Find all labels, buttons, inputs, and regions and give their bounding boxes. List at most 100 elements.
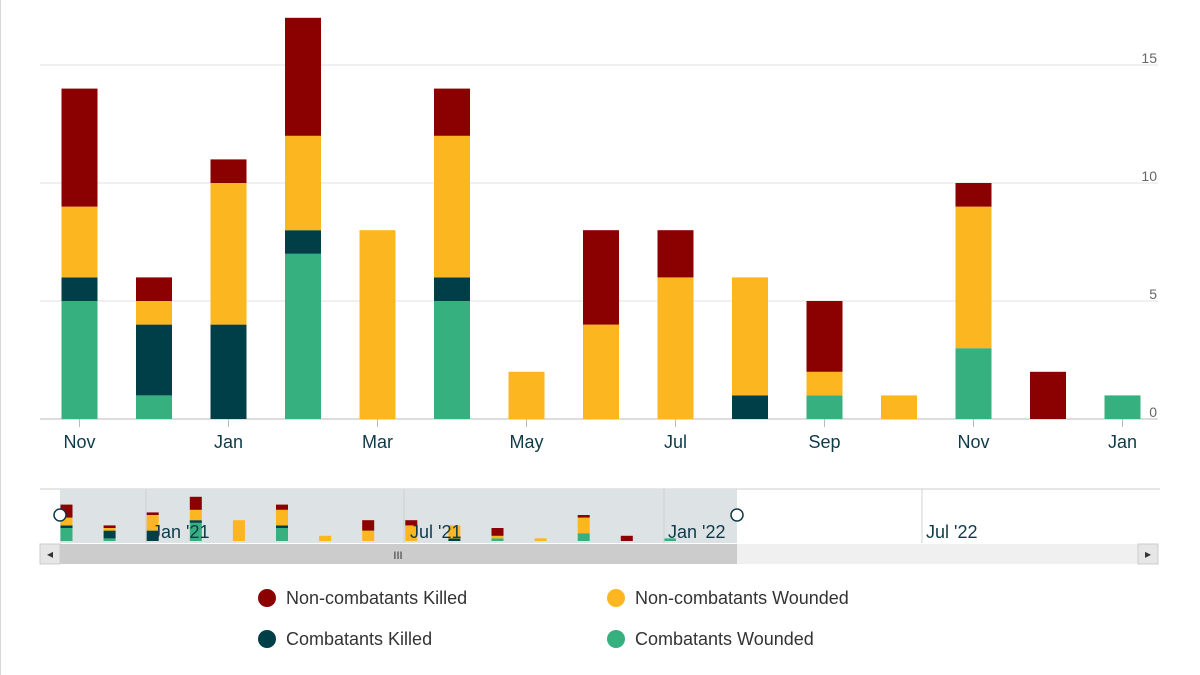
bar-segment[interactable] <box>285 17 321 136</box>
navigator-left-handle[interactable] <box>53 508 67 522</box>
bar-segment[interactable] <box>583 324 619 419</box>
bar-segment[interactable] <box>136 301 172 325</box>
navigator-bar-segment <box>103 530 116 539</box>
navigator-bar-segment <box>319 535 332 541</box>
navigator-bar-segment <box>189 509 202 521</box>
navigator-bar-segment <box>276 525 288 528</box>
bar-segment[interactable] <box>61 206 98 278</box>
bar-segment[interactable] <box>285 253 321 419</box>
bar-segment[interactable] <box>434 135 470 278</box>
navigator-bar-segment <box>620 535 633 541</box>
bar-segment[interactable] <box>210 183 247 325</box>
legend-label: Non-combatants Killed <box>286 587 468 608</box>
bar-segment[interactable] <box>955 183 992 207</box>
main-chart: 0 5 10 15 Nov Jan Mar May Jul Sep Nov Jan <box>40 17 1158 452</box>
bar-segment[interactable] <box>508 371 545 419</box>
scrollbar-grip: III <box>393 550 402 562</box>
bar-segment[interactable] <box>61 277 98 301</box>
legend-item-noncombatants-wounded[interactable]: Non-combatants Wounded <box>607 586 849 610</box>
legend-label: Combatants Killed <box>286 628 433 649</box>
bar-segment[interactable] <box>210 324 247 419</box>
bar-segment[interactable] <box>955 206 992 349</box>
chevron-left-icon: ◂ <box>47 547 53 561</box>
x-tick-label-nov: Nov <box>957 432 989 452</box>
bar-segment[interactable] <box>806 395 843 419</box>
bar-segment[interactable] <box>881 395 917 419</box>
navigator-bar-segment <box>276 528 288 541</box>
legend-item-noncombatants-killed[interactable]: Non-combatants Killed <box>258 586 467 610</box>
bar-segment[interactable] <box>1030 371 1066 419</box>
bar-segment[interactable] <box>434 277 470 301</box>
navigator-gridlines <box>145 489 923 543</box>
chart-frame-border <box>0 0 1 675</box>
navigator[interactable]: Jan '21 Jul '21 Jan '22 Jul '22 III ◂ ▸ <box>0 482 1200 572</box>
bar-segment[interactable] <box>61 88 98 207</box>
x-tick-label-nov: Nov <box>63 432 95 452</box>
navigator-bar-segment <box>146 530 159 541</box>
navigator-bar-segment <box>491 538 504 541</box>
x-tick-label-jan: Jan <box>214 432 243 452</box>
navigator-bars <box>60 496 676 541</box>
bar-segment[interactable] <box>136 277 172 301</box>
scroll-left-button[interactable] <box>39 543 61 565</box>
navigator-bar-segment <box>103 525 116 528</box>
y-tick-label-10: 10 <box>1141 168 1157 184</box>
y-tick-label-15: 15 <box>1141 50 1157 66</box>
legend-label: Combatants Wounded <box>635 628 814 649</box>
bar-segment[interactable] <box>806 301 843 372</box>
navigator-bar-segment <box>276 504 288 510</box>
chevron-right-icon: ▸ <box>1145 547 1151 561</box>
navigator-bar-segment <box>534 538 547 541</box>
scrollbar-thumb[interactable] <box>60 544 737 564</box>
navigator-bar-segment <box>189 522 202 541</box>
legend-item-combatants-killed[interactable]: Combatants Killed <box>258 627 432 651</box>
bar-segment[interactable] <box>359 230 396 419</box>
navigator-bar-segment <box>405 520 418 526</box>
legend: Non-combatants Killed Non-combatants Wou… <box>258 586 958 666</box>
bar-segment[interactable] <box>657 230 694 278</box>
navigator-selected-range[interactable] <box>60 489 737 543</box>
navigator-bar-segment <box>577 517 590 534</box>
y-axis-ticks: 0 5 10 15 <box>1141 50 1157 420</box>
navigator-bar-segment <box>146 512 159 515</box>
bar-segment[interactable] <box>136 395 172 419</box>
bar-segment[interactable] <box>955 348 992 419</box>
navigator-right-handle[interactable] <box>730 508 744 522</box>
navigator-bar-segment <box>448 525 461 539</box>
bar-segment[interactable] <box>732 395 768 419</box>
scroll-right-button[interactable] <box>1137 543 1159 565</box>
navigator-bar-segment <box>577 515 590 518</box>
navigator-bar-segment <box>491 535 504 539</box>
navigator-bar-segment <box>103 528 116 531</box>
bar-segment[interactable] <box>210 159 247 183</box>
bar-segment[interactable] <box>434 88 470 136</box>
bar-segment[interactable] <box>1104 395 1141 419</box>
bar-segment[interactable] <box>434 301 470 419</box>
legend-item-combatants-wounded[interactable]: Combatants Wounded <box>607 627 814 651</box>
bar-segment[interactable] <box>806 371 843 396</box>
navigator-bar-segment <box>189 496 202 510</box>
legend-dot-icon <box>258 630 276 648</box>
bar-segment[interactable] <box>136 324 172 396</box>
bar-segment[interactable] <box>285 230 321 254</box>
bar-segment[interactable] <box>732 277 768 396</box>
navigator-bar-segment <box>276 509 288 526</box>
x-tick-label-jan: Jan <box>1108 432 1137 452</box>
bar-segment[interactable] <box>61 301 98 419</box>
navigator-label-jan-21: Jan '21 <box>152 522 209 542</box>
bar-segment[interactable] <box>583 230 619 325</box>
x-tick-label-mar: Mar <box>362 432 393 452</box>
bar-segment[interactable] <box>657 277 694 419</box>
navigator-label-jul-21: Jul '21 <box>410 522 461 542</box>
x-tick-label-may: May <box>509 432 543 452</box>
x-tick-label-jul: Jul <box>664 432 687 452</box>
navigator-bar-segment <box>491 528 504 536</box>
bar-segment[interactable] <box>285 135 321 231</box>
x-axis-ticks: Nov Jan Mar May Jul Sep Nov Jan <box>63 419 1137 452</box>
navigator-bar-segment <box>146 515 159 531</box>
navigator-bar-segment <box>60 517 73 526</box>
navigator-label-jul-22: Jul '22 <box>926 522 977 542</box>
navigator-bar-segment <box>189 520 202 523</box>
x-tick-label-sep: Sep <box>808 432 840 452</box>
navigator-bar-segment <box>60 525 73 528</box>
